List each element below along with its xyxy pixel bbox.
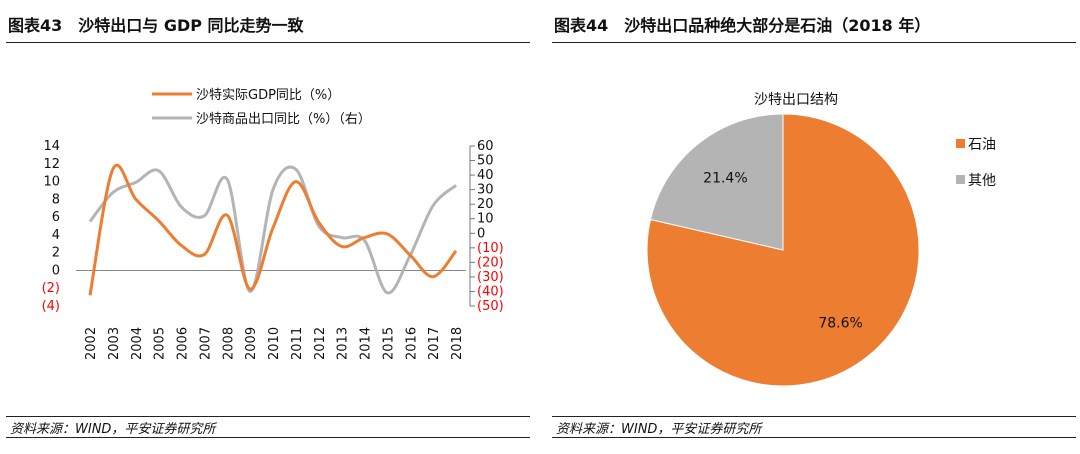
- y-right-tick-label: 30: [477, 183, 494, 198]
- y-right-tick-label: 50: [477, 154, 494, 169]
- x-tick-label: 2011: [290, 327, 305, 360]
- y-left-tick-label: 14: [43, 139, 60, 154]
- figure-44-panel: 图表44 沙特出口品种绝大部分是石油（2018 年） 沙特出口结构 78.6% 21…: [546, 0, 1076, 454]
- x-tick-label: 2010: [267, 327, 282, 360]
- x-tick-label: 2002: [84, 327, 99, 360]
- figure-43-title: 图表43 沙特出口与 GDP 同比走势一致: [8, 16, 304, 35]
- y-right-tick-label: (50): [477, 299, 504, 314]
- gdp-export-line-chart: 沙特实际GDP同比（%）沙特商品出口同比（%）（右）14121086420(2)…: [42, 88, 504, 360]
- x-tick-label: 2008: [221, 327, 236, 360]
- y-left-tick-label: (2): [42, 281, 60, 296]
- pie-value-label-2: 21.4%: [703, 171, 747, 187]
- series-line-exports: [88, 165, 457, 295]
- legend-label-1: 沙特实际GDP同比（%）: [196, 88, 340, 103]
- x-tick-label: 2006: [176, 327, 191, 360]
- y-left-tick-label: 12: [43, 157, 60, 172]
- y-right-tick-label: (20): [477, 255, 504, 270]
- pie-legend-swatch-2: [956, 175, 965, 184]
- y-left-tick-label: 8: [52, 192, 60, 207]
- x-tick-label: 2014: [359, 327, 374, 360]
- figure-44-bottom-rule-2: [552, 437, 1076, 438]
- figure-43-panel: 图表43 沙特出口与 GDP 同比走势一致 沙特实际GDP同比（%） 沙特商品出口…: [0, 0, 530, 454]
- figure-43-top-rule: [6, 42, 530, 43]
- x-tick-label: 2016: [404, 327, 419, 360]
- x-tick-label: 2007: [198, 327, 213, 360]
- y-right-tick-label: 60: [477, 139, 494, 154]
- figure-43-bottom-rule: [6, 416, 530, 417]
- pie-title: 沙特出口结构: [754, 92, 838, 108]
- y-right-tick-label: (30): [477, 270, 504, 285]
- y-right-tick-label: 0: [477, 226, 485, 241]
- y-left-tick-label: 4: [52, 228, 60, 243]
- x-tick-label: 2012: [313, 327, 328, 360]
- x-tick-label: 2017: [427, 327, 442, 360]
- legend-label-2: 沙特商品出口同比（%）（右）: [196, 112, 371, 127]
- y-right-tick-label: 10: [477, 212, 494, 227]
- figure-44-top-rule: [552, 42, 1076, 43]
- figure-44-source: 资料来源：WIND，平安证券研究所: [556, 422, 762, 437]
- pie-legend-label-2: 其他: [968, 173, 996, 189]
- pie-value-label-1: 78.6%: [818, 315, 862, 331]
- pie-legend-swatch-1: [956, 139, 965, 148]
- y-right-tick-label: (40): [477, 284, 504, 299]
- y-left-tick-label: (4): [42, 299, 60, 314]
- y-left-tick-label: 0: [52, 263, 60, 278]
- figure-43-source: 资料来源：WIND，平安证券研究所: [10, 422, 216, 437]
- x-tick-label: 2013: [336, 327, 351, 360]
- pie-legend-label-1: 石油: [968, 137, 996, 153]
- x-tick-label: 2009: [244, 327, 259, 360]
- figure-44-title: 图表44 沙特出口品种绝大部分是石油（2018 年）: [554, 16, 931, 35]
- y-left-tick-label: 6: [52, 210, 60, 225]
- series-line-gdp: [88, 163, 458, 296]
- x-tick-label: 2015: [381, 327, 396, 360]
- y-left-tick-label: 10: [43, 175, 60, 190]
- figure-44-bottom-rule: [552, 416, 1076, 417]
- x-tick-label: 2005: [153, 327, 168, 360]
- y-right-tick-label: (10): [477, 241, 504, 256]
- figure-43-bottom-rule-2: [6, 437, 530, 438]
- y-left-tick-label: 2: [52, 246, 60, 261]
- x-tick-label: 2018: [450, 327, 465, 360]
- y-right-tick-label: 40: [477, 168, 494, 183]
- y-right-tick-label: 20: [477, 197, 494, 212]
- x-tick-label: 2004: [130, 327, 145, 360]
- pie-slice-2: [649, 113, 784, 251]
- x-tick-label: 2003: [107, 327, 122, 360]
